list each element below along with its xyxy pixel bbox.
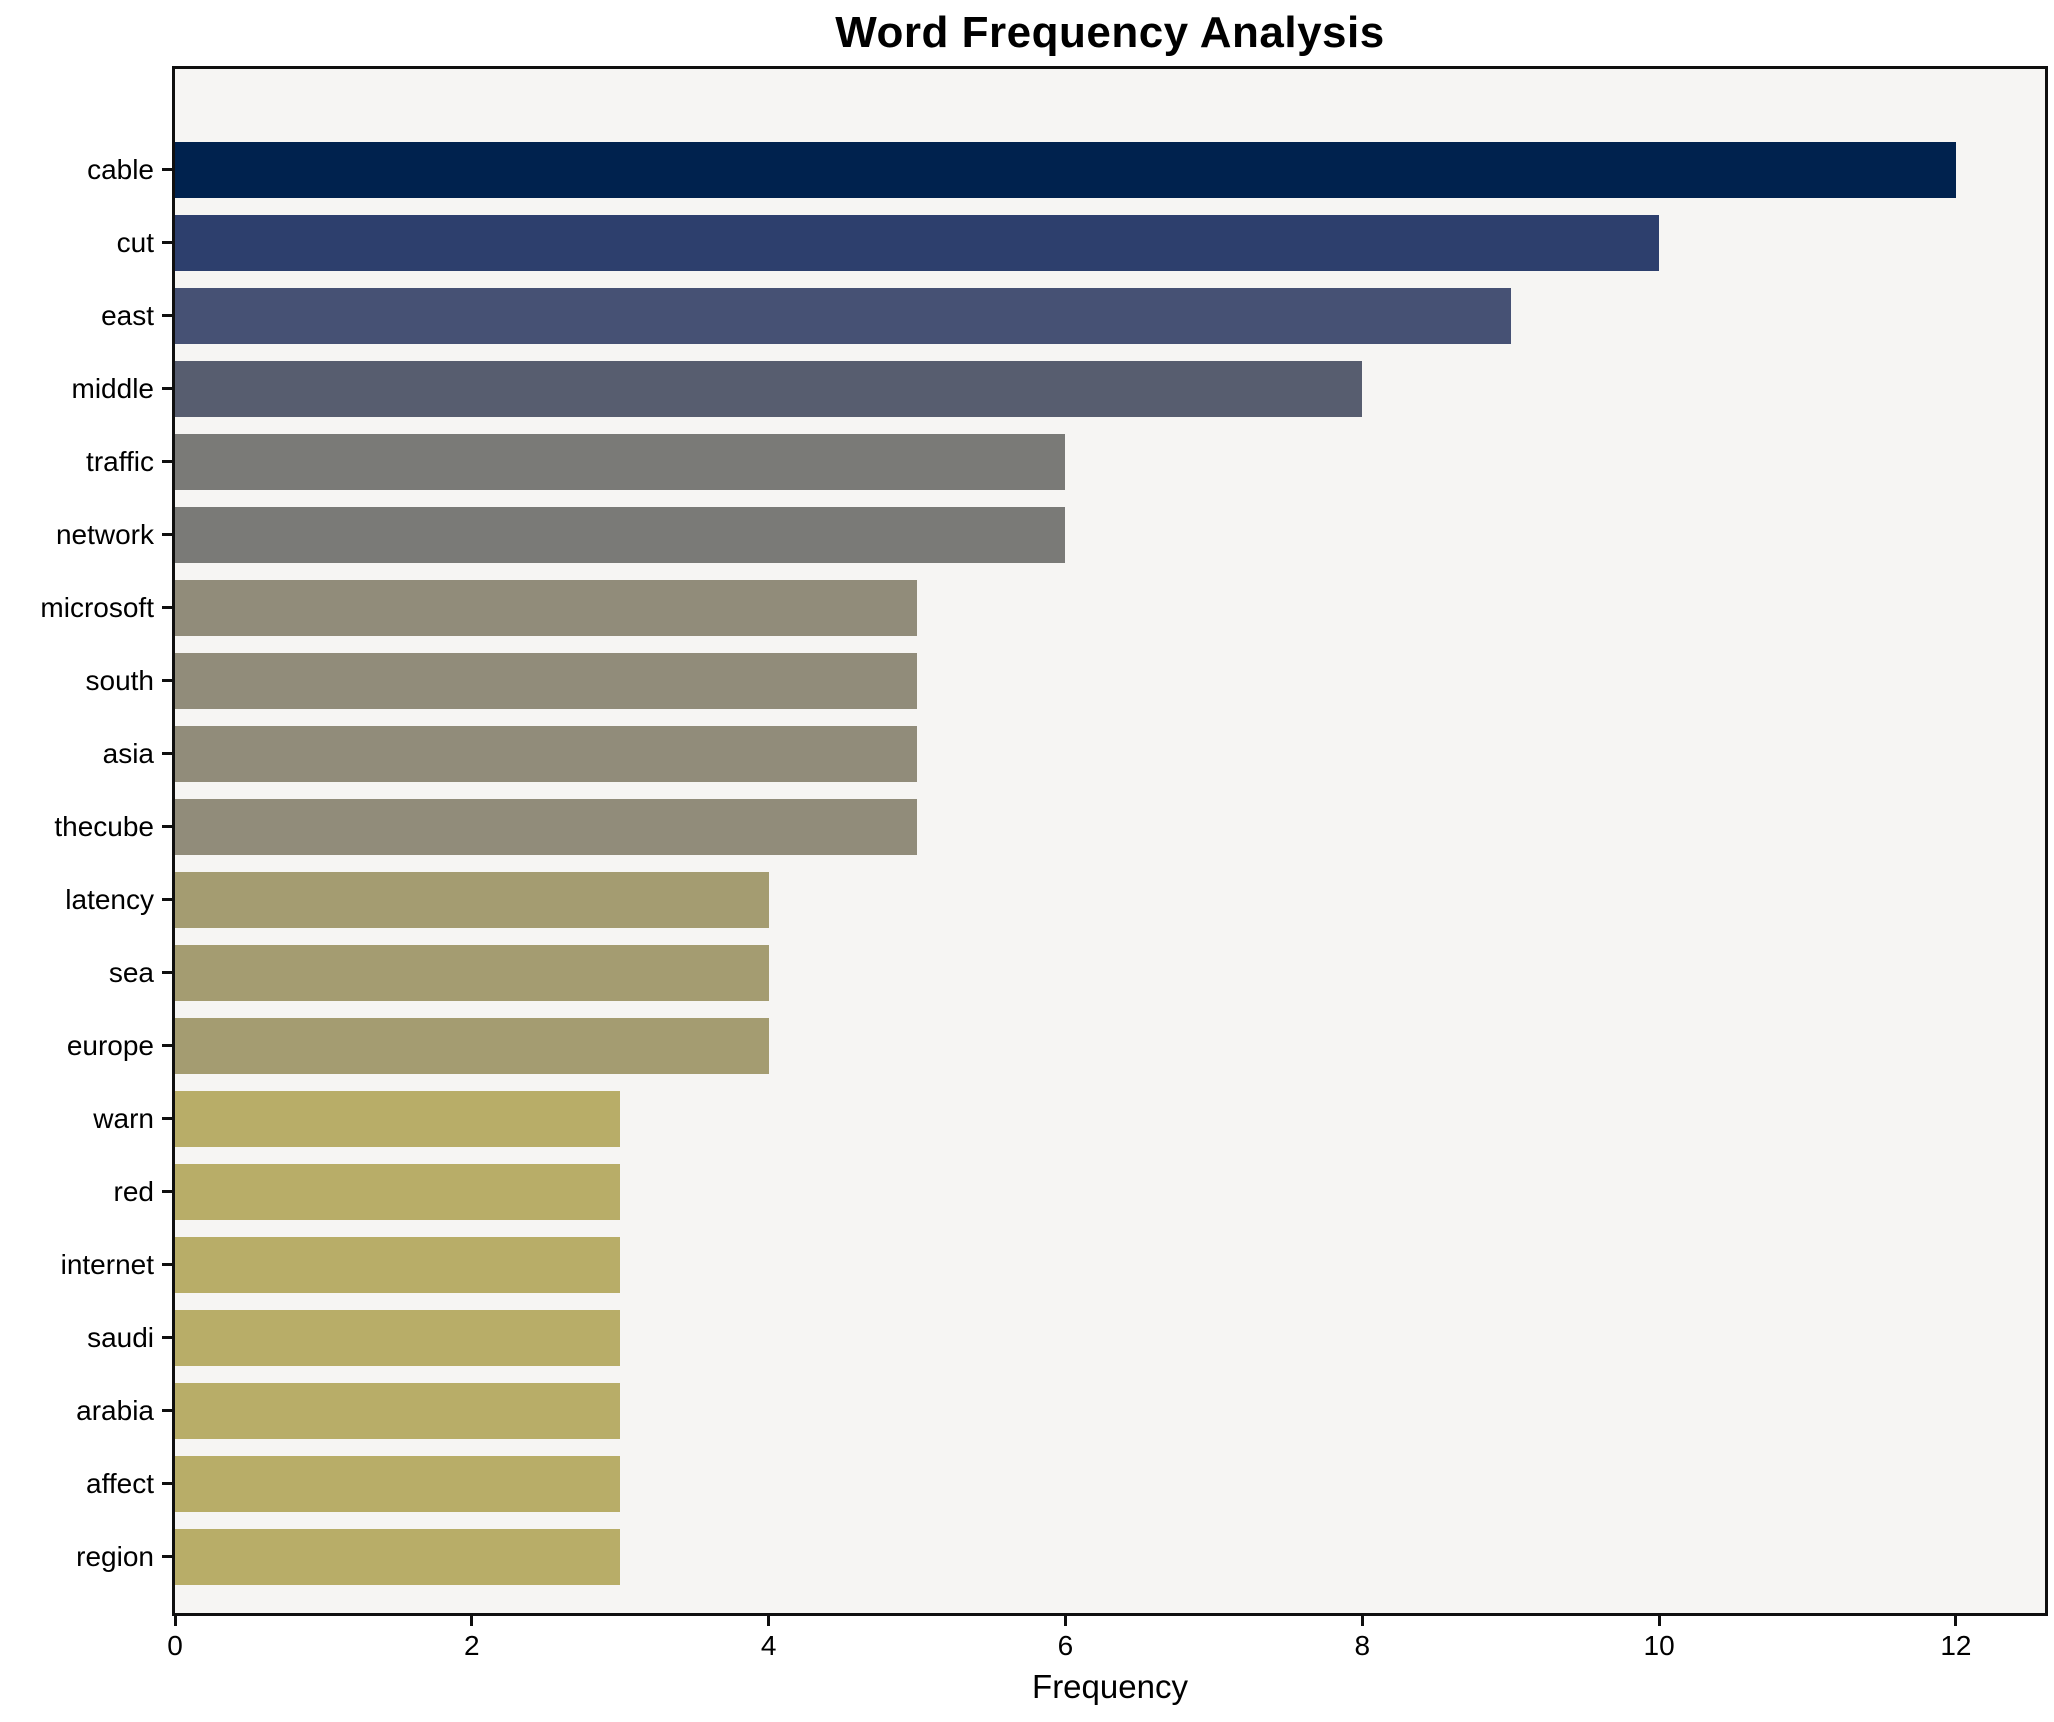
bar-latency <box>175 871 769 928</box>
bar-traffic <box>175 433 1065 490</box>
y-tick-label-asia: asia <box>102 737 154 769</box>
x-tick <box>1657 1616 1661 1626</box>
y-tick <box>162 314 172 317</box>
x-tick <box>470 1616 474 1626</box>
bar-cable <box>175 141 1956 198</box>
bar-europe <box>175 1017 769 1074</box>
y-tick <box>162 679 172 682</box>
y-tick <box>162 898 172 901</box>
bar-red <box>175 1163 620 1220</box>
y-tick-label-saudi: saudi <box>87 1321 154 1353</box>
y-tick-label-arabia: arabia <box>76 1394 154 1426</box>
y-tick <box>162 387 172 390</box>
y-tick <box>162 971 172 974</box>
x-tick-label-4: 4 <box>760 1630 777 1661</box>
x-tick <box>173 1616 177 1626</box>
x-tick <box>1063 1616 1067 1626</box>
bar-cut <box>175 214 1659 271</box>
y-tick <box>162 1409 172 1412</box>
y-tick <box>162 1117 172 1120</box>
y-tick <box>162 241 172 244</box>
y-tick-label-internet: internet <box>60 1248 154 1280</box>
y-tick <box>162 1336 172 1339</box>
x-tick <box>767 1616 771 1626</box>
y-tick-label-cut: cut <box>116 226 154 258</box>
bar-network <box>175 506 1065 563</box>
y-tick-label-europe: europe <box>66 1029 154 1061</box>
x-tick-label-8: 8 <box>1354 1630 1371 1661</box>
y-tick-label-traffic: traffic <box>86 445 154 477</box>
bar-saudi <box>175 1309 620 1366</box>
y-tick-label-south: south <box>85 664 155 696</box>
y-tick <box>162 460 172 463</box>
y-tick-label-sea: sea <box>108 956 154 988</box>
y-tick <box>162 168 172 171</box>
y-tick <box>162 825 172 828</box>
y-tick-label-microsoft: microsoft <box>40 591 154 623</box>
y-tick-label-red: red <box>113 1175 154 1207</box>
x-tick-label-0: 0 <box>167 1630 183 1661</box>
y-tick <box>162 533 172 536</box>
y-tick <box>162 1555 172 1558</box>
bar-middle <box>175 360 1362 417</box>
bar-thecube <box>175 798 917 855</box>
bar-affect <box>175 1455 620 1512</box>
y-tick-label-latency: latency <box>65 883 154 915</box>
x-tick-label-2: 2 <box>464 1630 480 1661</box>
y-tick-label-affect: affect <box>86 1467 154 1499</box>
y-tick <box>162 1190 172 1193</box>
bar-warn <box>175 1090 620 1147</box>
chart-title: Word Frequency Analysis <box>835 8 1385 57</box>
y-tick <box>162 1044 172 1047</box>
x-axis-label: Frequency <box>1032 1668 1188 1705</box>
bar-east <box>175 287 1511 344</box>
y-tick <box>162 1482 172 1485</box>
bar-sea <box>175 944 769 1001</box>
x-tick <box>1954 1616 1958 1626</box>
y-tick <box>162 752 172 755</box>
bar-south <box>175 652 917 709</box>
bar-region <box>175 1528 620 1585</box>
x-tick <box>1360 1616 1364 1626</box>
bar-internet <box>175 1236 620 1293</box>
y-tick-label-thecube: thecube <box>54 810 154 842</box>
y-tick-label-middle: middle <box>71 372 154 404</box>
bar-arabia <box>175 1382 620 1439</box>
y-tick <box>162 606 172 609</box>
x-tick-label-6: 6 <box>1057 1630 1074 1661</box>
y-tick-label-region: region <box>76 1540 154 1572</box>
bar-microsoft <box>175 579 917 636</box>
y-tick-label-network: network <box>55 518 154 550</box>
bar-asia <box>175 725 917 782</box>
plot-area <box>172 66 2048 1616</box>
x-tick-label-12: 12 <box>1940 1630 1972 1661</box>
y-tick-label-east: east <box>101 299 154 331</box>
y-tick-label-cable: cable <box>87 153 154 185</box>
x-tick-label-10: 10 <box>1643 1630 1675 1661</box>
y-tick <box>162 1263 172 1266</box>
y-tick-label-warn: warn <box>93 1102 154 1134</box>
